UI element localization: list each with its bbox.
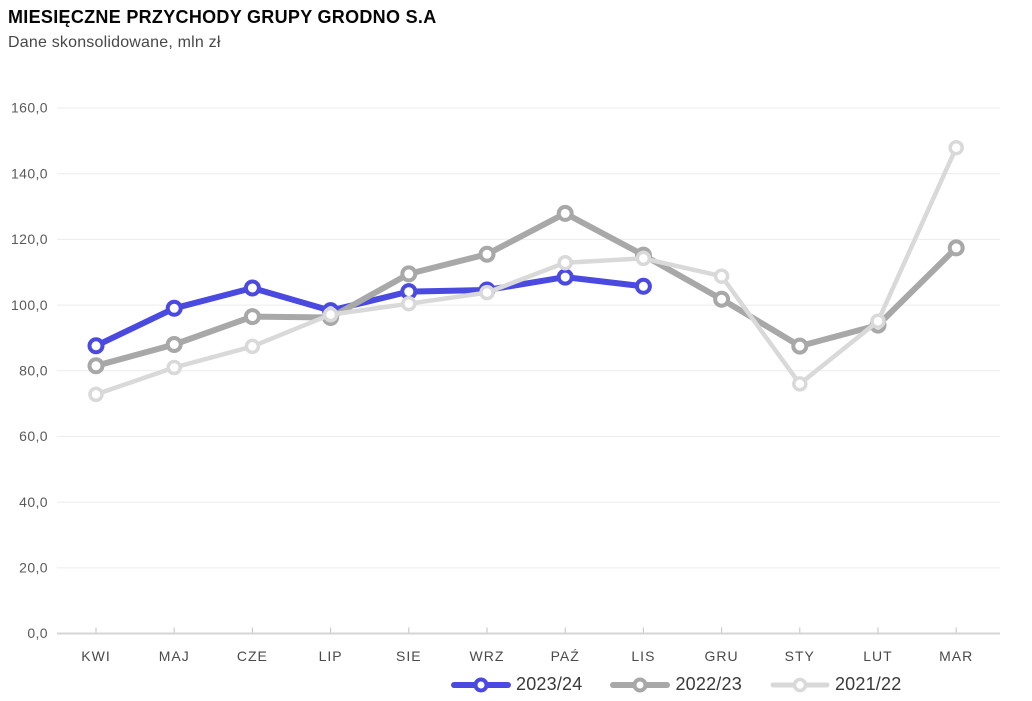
y-axis-label: 120,0: [11, 231, 48, 247]
y-axis-label: 60,0: [19, 428, 48, 444]
y-axis-label: 100,0: [11, 297, 48, 313]
legend-line-marker-icon: [770, 677, 830, 692]
chart-legend: 2023/24 2022/23 2021/22: [450, 674, 901, 695]
data-point-marker[interactable]: [400, 265, 418, 283]
x-axis-label: WRZ: [470, 648, 505, 664]
legend-item-2023-24[interactable]: 2023/24: [450, 674, 582, 695]
x-axis-label: GRU: [705, 648, 739, 664]
data-point-marker[interactable]: [479, 284, 495, 301]
x-axis-label: STY: [785, 648, 815, 664]
data-point-marker[interactable]: [478, 245, 496, 263]
y-axis-label: 40,0: [19, 494, 48, 510]
data-point-marker[interactable]: [87, 357, 105, 375]
y-axis-label: 140,0: [11, 165, 48, 181]
data-point-marker[interactable]: [635, 250, 652, 267]
data-point-marker[interactable]: [556, 268, 574, 286]
x-axis-label: SIE: [396, 648, 422, 664]
data-point-marker[interactable]: [556, 204, 574, 222]
legend-line-marker-icon: [451, 677, 511, 692]
data-point-marker[interactable]: [947, 239, 965, 257]
chart-subtitle: Dane skonsolidowane, mln zł: [8, 33, 221, 51]
data-point-marker[interactable]: [244, 338, 261, 355]
chart-header: MIESIĘCZNE PRZYCHODY GRUPY GRODNO S.A Da…: [8, 7, 437, 52]
y-axis-label: 80,0: [19, 362, 48, 378]
x-axis-label: CZE: [237, 648, 268, 664]
data-point-marker[interactable]: [948, 139, 964, 156]
data-point-marker[interactable]: [792, 376, 808, 392]
x-axis-label: KWI: [81, 648, 110, 664]
legend-item-2021-22[interactable]: 2021/22: [769, 674, 901, 695]
data-point-marker[interactable]: [87, 337, 105, 355]
data-point-marker[interactable]: [165, 336, 183, 353]
y-axis-label: 0,0: [27, 625, 48, 641]
data-point-marker[interactable]: [557, 254, 573, 271]
data-point-marker[interactable]: [165, 299, 183, 317]
legend-line-marker-icon: [610, 677, 671, 692]
series-line-2022-23: [93, 210, 960, 369]
x-axis-label: PAŹ: [551, 648, 580, 664]
data-point-marker[interactable]: [791, 337, 809, 355]
data-point-marker[interactable]: [401, 295, 417, 312]
data-point-marker[interactable]: [166, 359, 182, 376]
chart-title: MIESIĘCZNE PRZYCHODY GRUPY GRODNO S.A: [8, 7, 437, 27]
data-point-marker[interactable]: [713, 290, 731, 308]
data-point-marker[interactable]: [243, 308, 261, 326]
x-axis-label: LIP: [319, 648, 343, 664]
series-line-2021-22: [93, 145, 959, 397]
y-axis-label: 20,0: [19, 560, 48, 576]
y-axis-label: 160,0: [11, 100, 48, 116]
legend-label: 2023/24: [516, 674, 583, 694]
series-line-2023-24: [93, 274, 647, 349]
data-point-marker[interactable]: [713, 268, 730, 284]
data-point-marker[interactable]: [243, 279, 261, 297]
x-axis-label: LUT: [863, 648, 892, 664]
legend-label: 2022/23: [675, 674, 742, 694]
data-point-marker[interactable]: [870, 313, 886, 329]
x-axis-label: MAJ: [159, 648, 190, 664]
data-point-marker[interactable]: [88, 386, 104, 403]
x-axis-label: LIS: [631, 648, 655, 664]
data-point-marker[interactable]: [322, 306, 339, 323]
legend-item-2022-23[interactable]: 2022/23: [609, 674, 742, 695]
x-axis-label: MAR: [939, 648, 973, 664]
legend-label: 2021/22: [834, 674, 902, 694]
data-point-marker[interactable]: [634, 277, 652, 295]
